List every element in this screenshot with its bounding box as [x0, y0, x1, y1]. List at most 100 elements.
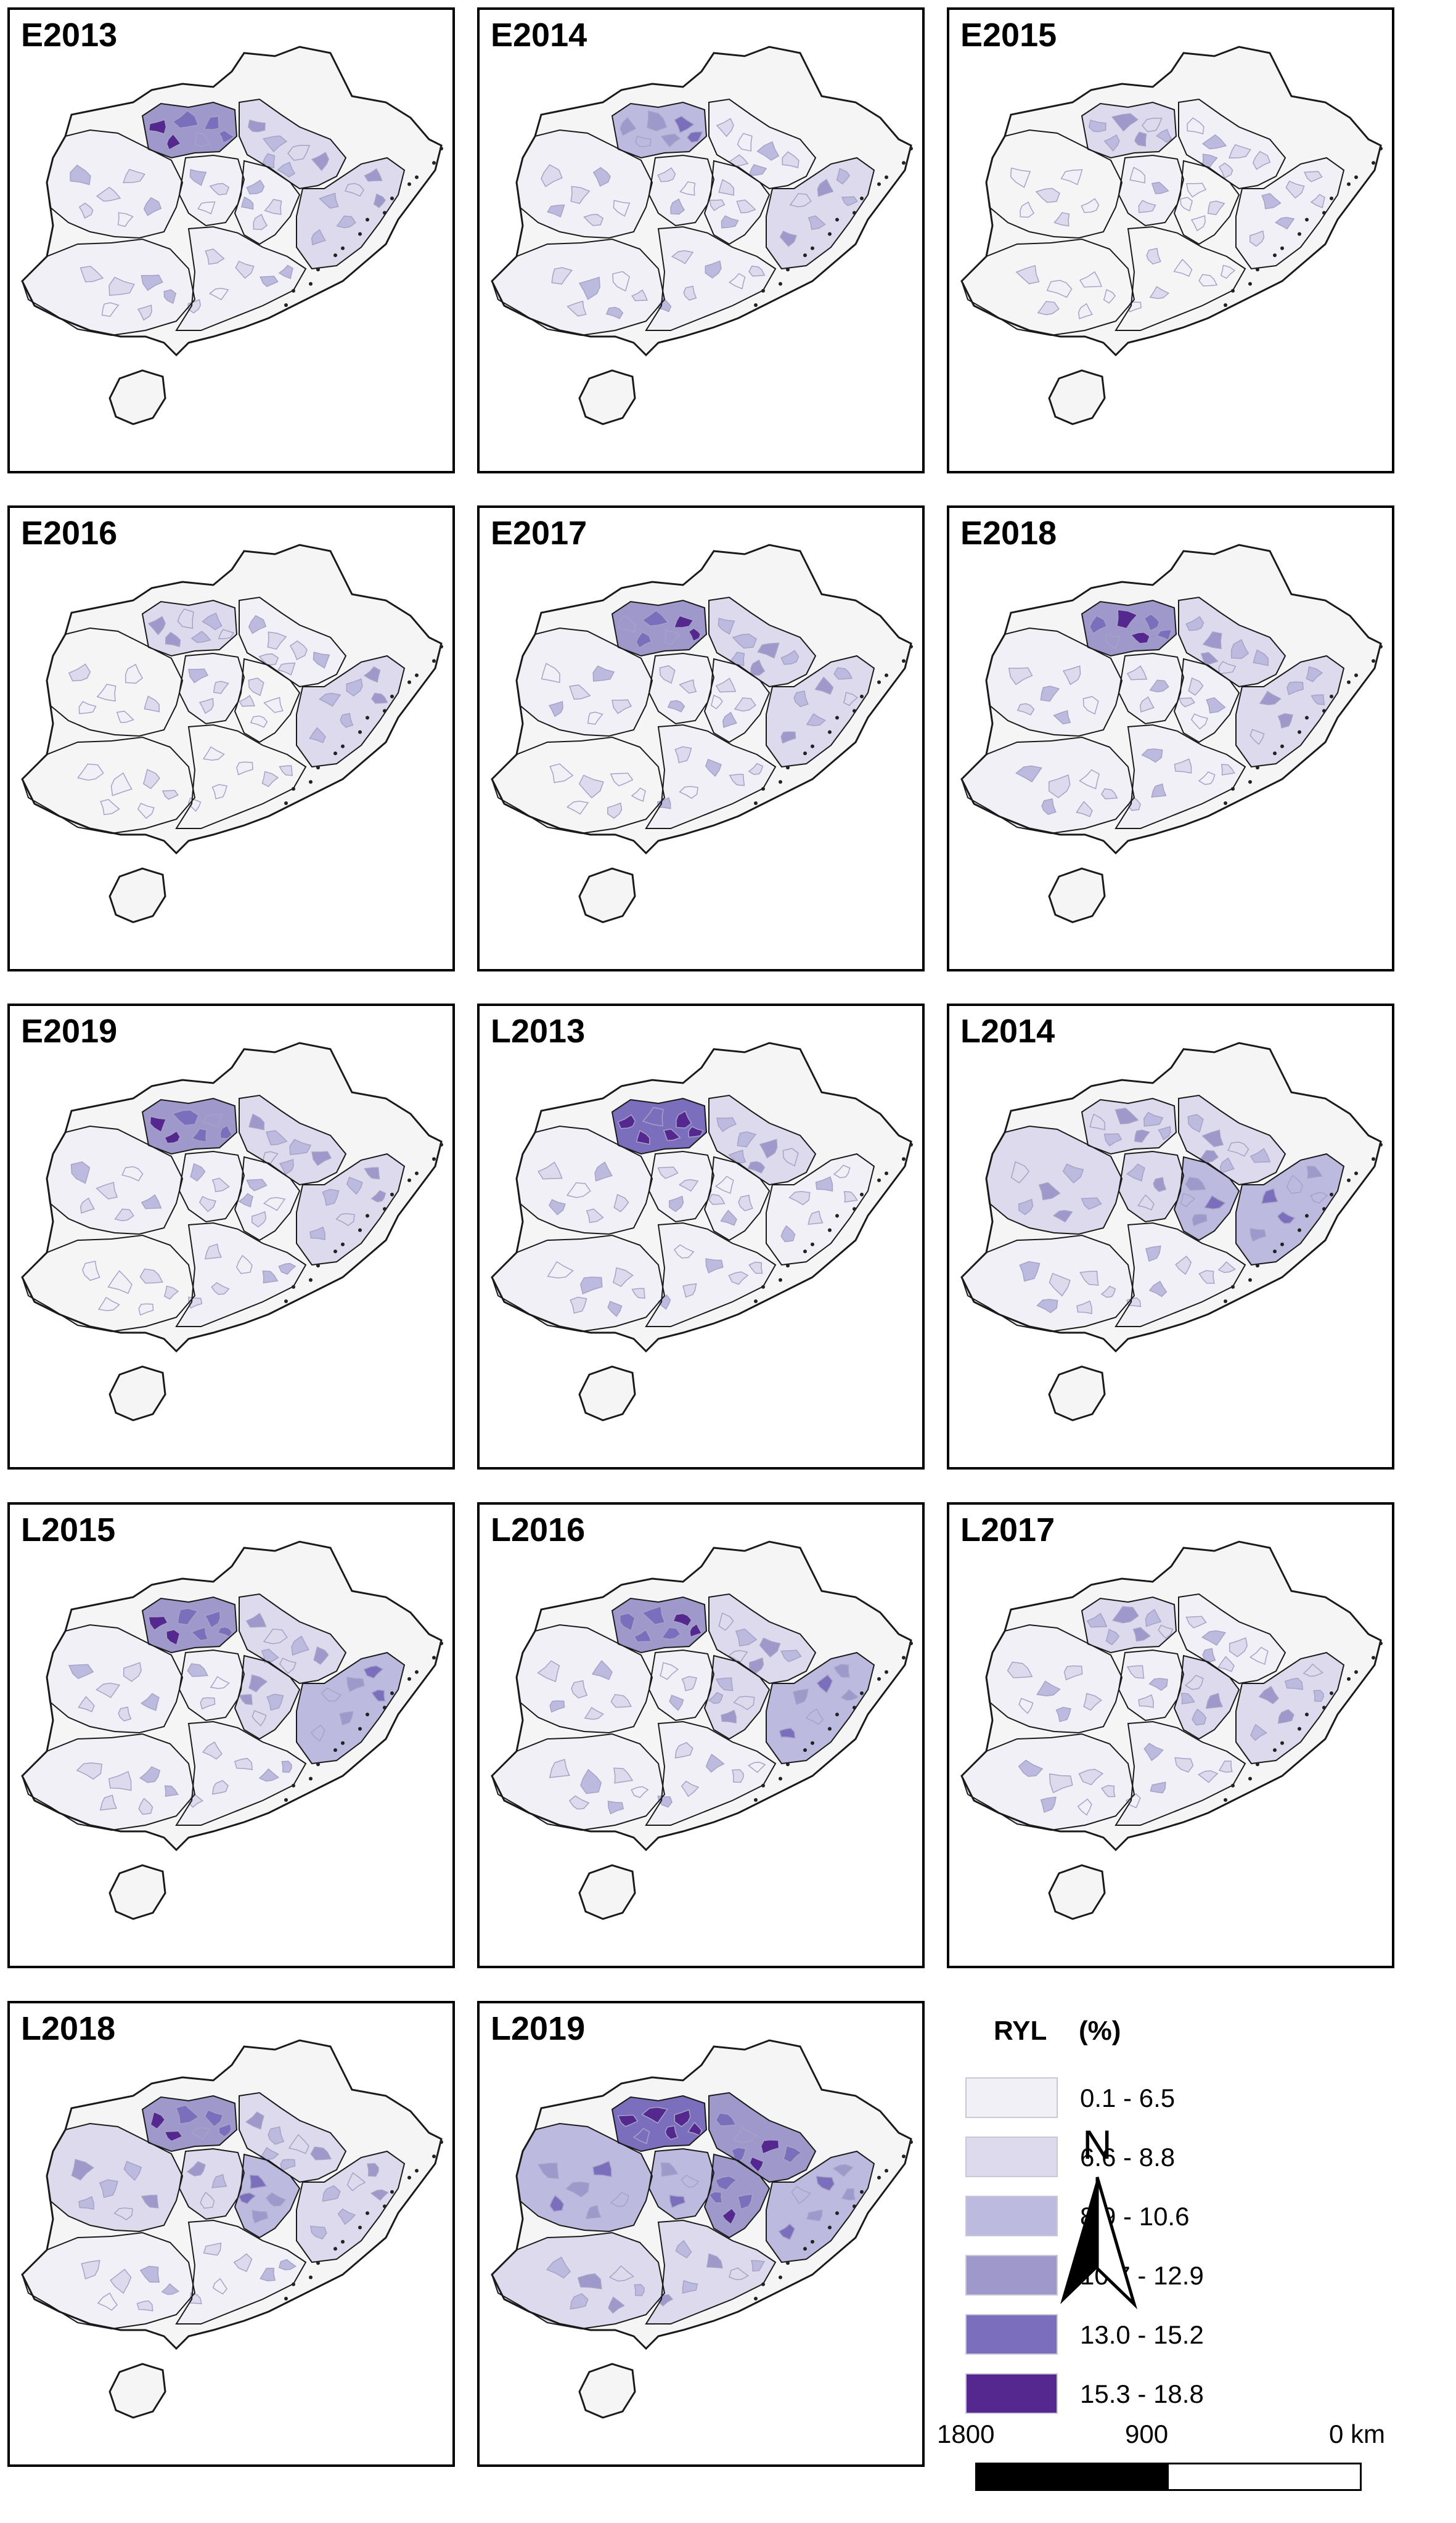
- islet: [432, 161, 436, 165]
- county: [309, 2225, 327, 2240]
- county: [1007, 1661, 1033, 1679]
- county: [142, 769, 160, 790]
- region-e: [1174, 161, 1239, 244]
- province-border: [648, 1649, 715, 1722]
- county: [321, 1687, 342, 1702]
- islet: [415, 175, 419, 179]
- county: [1277, 1709, 1294, 1724]
- county: [1141, 748, 1163, 763]
- province-border: [645, 1720, 777, 1826]
- county: [1252, 150, 1271, 170]
- county: [610, 1694, 632, 1708]
- county: [748, 1261, 763, 1274]
- county: [371, 1689, 386, 1702]
- county: [669, 2194, 686, 2209]
- county: [78, 202, 94, 219]
- county: [123, 2161, 142, 2182]
- islet: [1231, 1285, 1235, 1289]
- county: [1053, 710, 1071, 725]
- islet: [1379, 1642, 1383, 1645]
- county: [738, 1195, 753, 1212]
- county: [1049, 1272, 1071, 1297]
- county: [546, 2256, 571, 2279]
- county: [659, 665, 676, 684]
- county: [263, 1196, 286, 1211]
- islet: [383, 211, 386, 215]
- islet: [1305, 1712, 1309, 1717]
- county: [1101, 1785, 1116, 1797]
- county: [718, 618, 735, 635]
- county: [265, 2192, 287, 2207]
- county: [836, 168, 851, 185]
- county: [239, 1694, 253, 1705]
- county: [1089, 615, 1108, 634]
- province-border: [1235, 655, 1345, 768]
- county: [1036, 1299, 1058, 1314]
- county: [607, 1301, 623, 1317]
- county: [1185, 616, 1204, 631]
- county: [570, 2293, 589, 2310]
- islet: [828, 232, 832, 236]
- islet: [754, 2297, 758, 2300]
- county: [233, 2253, 253, 2272]
- islet: [1231, 787, 1235, 791]
- county: [833, 667, 853, 680]
- islet: [284, 2297, 288, 2300]
- legend-swatch: [965, 2137, 1058, 2177]
- county: [218, 2123, 232, 2138]
- island: [578, 1365, 636, 1421]
- county: [1229, 144, 1251, 159]
- islet: [1372, 161, 1375, 165]
- islet: [1273, 751, 1277, 756]
- county: [239, 695, 255, 707]
- county: [346, 1677, 365, 1692]
- region-g: [1236, 158, 1344, 269]
- county: [674, 746, 692, 764]
- county: [248, 677, 264, 697]
- county: [1079, 271, 1103, 288]
- county: [319, 192, 339, 209]
- county: [277, 162, 296, 178]
- province-border: [234, 658, 301, 743]
- islet: [811, 744, 814, 748]
- province-border: [611, 2095, 708, 2153]
- county: [1143, 1743, 1164, 1762]
- islet: [803, 751, 807, 756]
- county: [642, 1106, 664, 1127]
- county: [715, 677, 737, 693]
- islet: [885, 175, 888, 179]
- islet: [1224, 801, 1227, 805]
- county: [149, 1116, 167, 1133]
- county: [716, 1117, 737, 1132]
- islet: [1256, 268, 1259, 272]
- county: [569, 684, 591, 700]
- islet: [1305, 218, 1309, 222]
- county: [335, 1213, 355, 1227]
- islet: [779, 282, 782, 286]
- county: [1227, 1141, 1249, 1157]
- county: [1114, 1108, 1139, 1125]
- county: [336, 215, 356, 229]
- county: [261, 1648, 279, 1664]
- county: [792, 1688, 809, 1705]
- county: [211, 1282, 230, 1295]
- county: [1048, 774, 1071, 799]
- county: [1219, 1157, 1235, 1174]
- county: [566, 300, 587, 317]
- county: [607, 802, 623, 819]
- county: [188, 668, 209, 684]
- county: [1218, 1760, 1233, 1773]
- county: [1303, 1663, 1324, 1677]
- legend-class-label: 13.0 - 15.2: [1080, 2320, 1204, 2349]
- county: [202, 746, 225, 761]
- islet: [407, 1677, 411, 1681]
- choropleth-map: [960, 544, 1383, 923]
- county: [77, 763, 104, 781]
- county: [783, 2145, 803, 2164]
- islet: [1273, 253, 1277, 258]
- coastline: [491, 1540, 912, 1852]
- county: [97, 2292, 118, 2311]
- county: [718, 179, 735, 196]
- county: [681, 1780, 700, 1797]
- county: [267, 631, 287, 650]
